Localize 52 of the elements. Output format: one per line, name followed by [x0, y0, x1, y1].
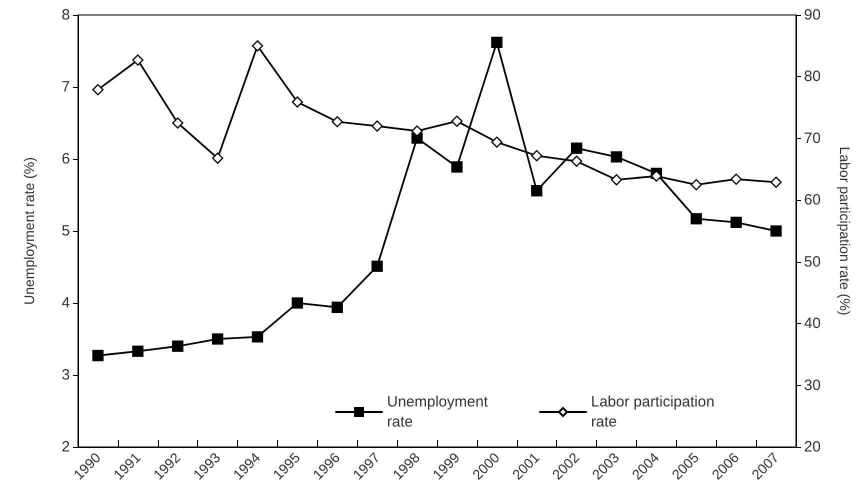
point [92, 84, 104, 96]
point [451, 116, 463, 127]
point [730, 174, 742, 185]
point [212, 152, 224, 164]
y-tick-label: 5 [62, 222, 70, 240]
point [172, 340, 184, 352]
point [332, 116, 343, 128]
point [531, 185, 542, 196]
y-tick-label: 4 [62, 294, 70, 312]
y2-tick-label: 60 [804, 192, 821, 209]
y2-tick-label: 80 [804, 68, 821, 86]
point [451, 161, 463, 173]
point [531, 150, 542, 162]
y2-tick-label: 50 [804, 253, 821, 270]
point [690, 213, 702, 224]
y-tick-label: 2 [62, 438, 70, 456]
point [491, 136, 502, 148]
point [730, 216, 742, 228]
y2-tick-label: 40 [804, 315, 821, 332]
point [610, 174, 622, 186]
y2-tick-label: 90 [804, 6, 821, 24]
point [570, 156, 582, 167]
point [92, 350, 104, 362]
legend-label: Unemployment rate [387, 394, 492, 430]
point [292, 96, 304, 108]
point [212, 333, 224, 345]
y2-tick-label: 20 [804, 438, 821, 456]
point [610, 151, 622, 162]
y2-tick-label: 70 [804, 130, 821, 147]
point [132, 54, 144, 66]
point [172, 117, 184, 129]
y2-axis-title: Labor participation rate (%) [837, 146, 853, 316]
point [770, 225, 782, 237]
y-axis-title: Unemployment rate (%) [21, 157, 37, 305]
y2-tick-label: 30 [804, 376, 821, 394]
point [132, 346, 144, 357]
point [570, 142, 582, 154]
point [292, 297, 304, 309]
y-tick-label: 6 [62, 150, 70, 168]
point [770, 176, 782, 188]
y-tick-label: 7 [62, 78, 70, 96]
point [690, 179, 702, 190]
point [372, 120, 383, 132]
point [332, 302, 343, 313]
point [491, 36, 502, 48]
point [252, 40, 264, 52]
legend-label: Labor participation rate [591, 394, 719, 430]
y-tick-label: 8 [62, 6, 70, 24]
point [411, 125, 423, 137]
y-tick-label: 3 [62, 366, 70, 384]
point [252, 331, 264, 342]
point [372, 260, 383, 272]
